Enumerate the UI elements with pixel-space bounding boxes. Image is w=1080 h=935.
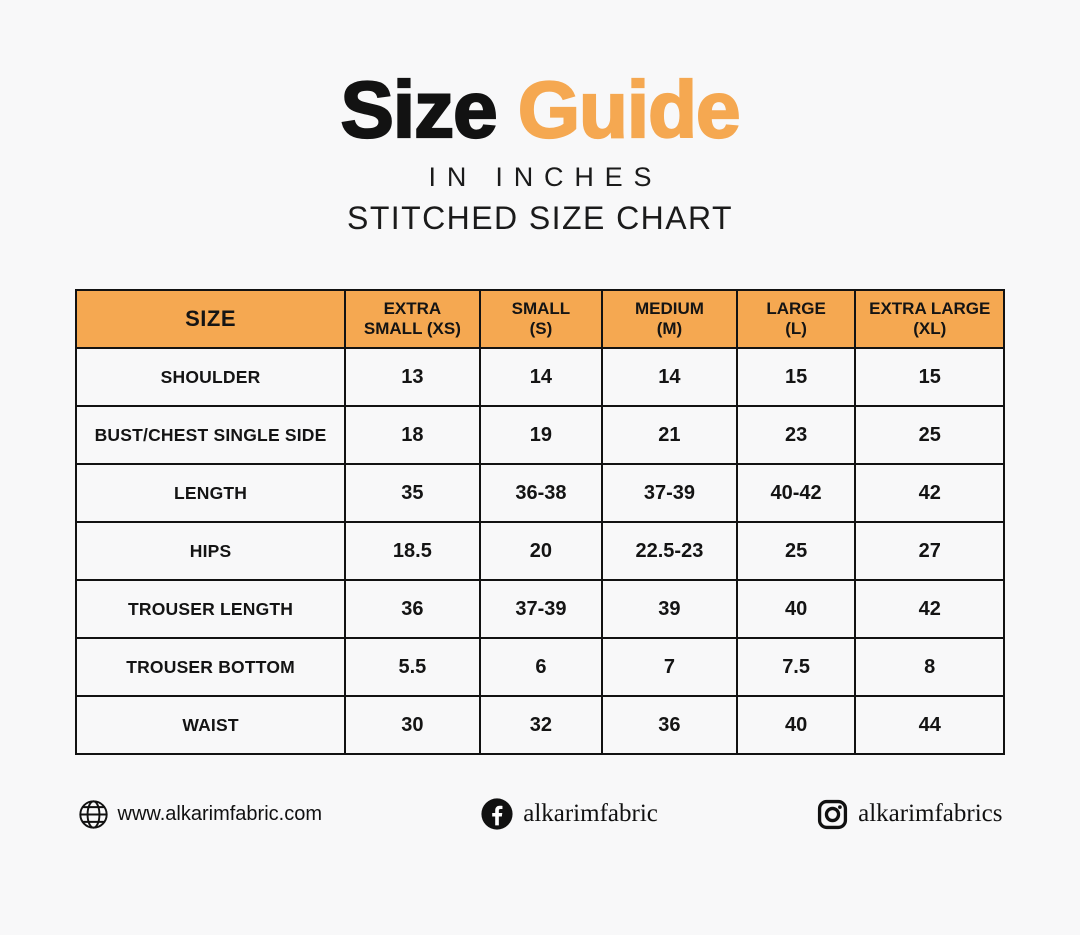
website-link[interactable]: www.alkarimfabric.com (78, 799, 322, 830)
column-header: SMALL (S) (478, 289, 604, 349)
size-value-cell: 36-38 (478, 463, 604, 523)
subtitle-in-inches: IN INCHES (428, 162, 663, 192)
row-label: SHOULDER (74, 347, 347, 407)
size-value-cell: 6 (478, 637, 604, 697)
size-value-cell: 25 (735, 521, 857, 581)
size-value-cell: 25 (854, 405, 1005, 465)
row-label: TROUSER BOTTOM (74, 637, 347, 697)
title-word-guide: Guide (517, 65, 742, 154)
table-row: BUST/CHEST SINGLE SIDE 18 19 21 23 25 (74, 405, 1005, 465)
size-value-cell: 8 (854, 637, 1005, 697)
size-value-cell: 18.5 (344, 521, 481, 581)
table-row: TROUSER BOTTOM 5.5 6 7 7.5 8 (74, 637, 1005, 697)
size-value-cell: 23 (735, 405, 857, 465)
size-value-cell: 36 (601, 695, 738, 755)
table-row: HIPS 18.5 20 22.5-23 25 27 (74, 521, 1005, 581)
size-value-cell: 20 (478, 521, 604, 581)
column-header: LARGE (L) (735, 289, 857, 349)
instagram-link[interactable]: alkarimfabrics (816, 798, 1002, 831)
row-label: TROUSER LENGTH (74, 579, 347, 639)
size-value-cell: 42 (854, 579, 1005, 639)
column-header: EXTRA SMALL (XS) (344, 289, 481, 349)
table-row: TROUSER LENGTH 36 37-39 39 40 42 (74, 579, 1005, 639)
footer: www.alkarimfabric.com alkarimfabric alka… (78, 797, 1003, 831)
size-value-cell: 36 (344, 579, 481, 639)
table-row: SHOULDER 13 14 14 15 15 (74, 347, 1005, 407)
size-value-cell: 5.5 (344, 637, 481, 697)
size-value-cell: 22.5-23 (601, 521, 738, 581)
size-value-cell: 13 (344, 347, 481, 407)
row-label: BUST/CHEST SINGLE SIDE (74, 405, 347, 465)
size-value-cell: 30 (344, 695, 481, 755)
column-header: MEDIUM (M) (601, 289, 738, 349)
size-value-cell: 39 (601, 579, 738, 639)
size-value-cell: 18 (344, 405, 481, 465)
size-value-cell: 32 (478, 695, 604, 755)
row-label: HIPS (74, 521, 347, 581)
size-chart-table: SIZE EXTRA SMALL (XS) SMALL (S) MEDIUM (M) LARG… (74, 289, 1005, 755)
website-text: www.alkarimfabric.com (117, 802, 322, 825)
title-word-size: Size (339, 65, 498, 154)
facebook-handle: alkarimfabric (523, 800, 658, 827)
size-value-cell: 37-39 (478, 579, 604, 639)
size-value-cell: 44 (854, 695, 1005, 755)
title-block: Size Guide IN INCHES STITCHED SIZE CHART (0, 0, 1080, 237)
table-row: LENGTH 35 36-38 37-39 40-42 42 (74, 463, 1005, 523)
size-value-cell: 19 (478, 405, 604, 465)
table-row: WAIST 30 32 36 40 44 (74, 695, 1005, 755)
globe-icon (78, 799, 109, 830)
size-value-cell: 7 (601, 637, 738, 697)
column-header-size: SIZE (74, 289, 347, 349)
row-label: WAIST (74, 695, 347, 755)
size-value-cell: 15 (854, 347, 1005, 407)
size-value-cell: 7.5 (735, 637, 857, 697)
size-value-cell: 14 (478, 347, 604, 407)
size-value-cell: 42 (854, 463, 1005, 523)
table-header-row: SIZE EXTRA SMALL (XS) SMALL (S) MEDIUM (M) LARG… (74, 289, 1005, 349)
column-header: EXTRA LARGE (XL) (854, 289, 1005, 349)
row-label: LENGTH (74, 463, 347, 523)
size-value-cell: 37-39 (601, 463, 738, 523)
facebook-link[interactable]: alkarimfabric (480, 797, 658, 831)
size-value-cell: 27 (854, 521, 1005, 581)
page-title: Size Guide (0, 68, 1080, 150)
size-value-cell: 40 (735, 579, 857, 639)
size-value-cell: 40 (735, 695, 857, 755)
instagram-handle: alkarimfabrics (858, 800, 1003, 827)
instagram-icon (816, 798, 849, 831)
size-value-cell: 35 (344, 463, 481, 523)
subtitle-stitched-size-chart: STITCHED SIZE CHART (347, 200, 733, 236)
size-value-cell: 14 (601, 347, 738, 407)
facebook-icon (480, 797, 514, 831)
size-value-cell: 40-42 (735, 463, 857, 523)
size-value-cell: 21 (601, 405, 738, 465)
size-value-cell: 15 (735, 347, 857, 407)
